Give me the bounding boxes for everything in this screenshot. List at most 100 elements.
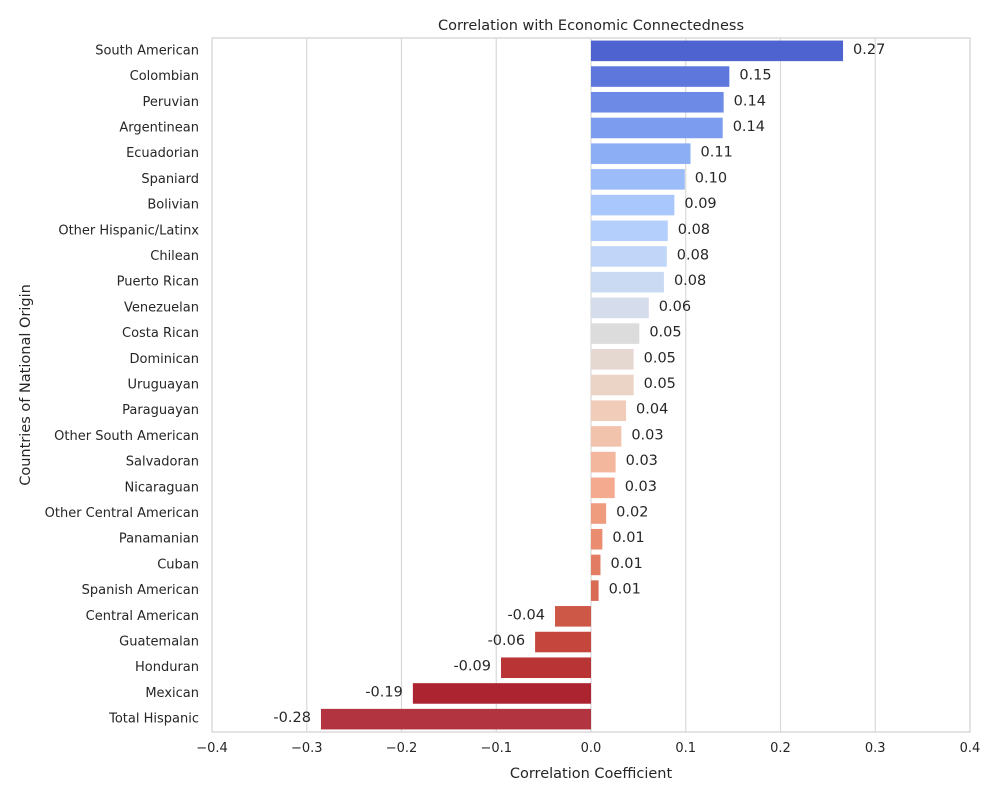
x-axis-title: Correlation Coefficient — [510, 766, 673, 782]
x-tick-label: 0.0 — [581, 741, 602, 756]
bar — [591, 297, 649, 319]
category-label: Other Hispanic/Latinx — [58, 223, 199, 238]
x-tick-label: 0.4 — [960, 741, 981, 756]
value-label: -0.19 — [365, 684, 403, 700]
x-tick-label: −0.1 — [480, 741, 512, 756]
value-label: 0.05 — [644, 376, 676, 392]
bar — [591, 271, 664, 293]
gridlines — [211, 38, 971, 732]
value-label: 0.01 — [609, 582, 641, 598]
category-label: Argentinean — [119, 120, 199, 135]
value-label: 0.15 — [739, 68, 771, 84]
x-tick-label: −0.3 — [291, 741, 323, 756]
y-axis-title: Countries of National Origin — [18, 284, 34, 486]
value-label: 0.27 — [853, 42, 885, 58]
category-label: South American — [95, 43, 199, 58]
bar — [591, 117, 723, 139]
category-label: Total Hispanic — [108, 712, 199, 727]
x-tick-labels: −0.4 −0.3 −0.2 −0.1 0.0 0.1 0.2 0.3 0.4 — [196, 741, 980, 756]
category-label: Chilean — [150, 249, 199, 264]
category-label: Other Central American — [45, 506, 199, 521]
value-label: 0.03 — [625, 479, 657, 495]
category-label: Paraguayan — [122, 403, 199, 418]
bar — [591, 451, 616, 473]
bar — [591, 194, 675, 216]
bars — [320, 40, 844, 730]
bar — [535, 631, 591, 653]
bar — [591, 220, 668, 242]
bar — [591, 40, 844, 62]
category-label: Salvadoran — [126, 455, 199, 470]
value-label: 0.11 — [700, 145, 732, 161]
bar — [554, 606, 591, 627]
value-label: 0.02 — [616, 505, 648, 521]
category-label: Other South American — [54, 429, 199, 444]
bar — [591, 91, 724, 113]
bar — [320, 708, 591, 730]
x-tick-label: 0.2 — [770, 741, 791, 756]
bar — [591, 477, 615, 499]
category-label: Panamanian — [119, 532, 199, 547]
value-label: 0.03 — [626, 453, 658, 469]
value-label: 0.08 — [674, 273, 706, 289]
category-label: Guatemalan — [119, 635, 199, 650]
bar — [591, 580, 599, 601]
value-label: 0.14 — [734, 93, 766, 109]
value-label: 0.09 — [684, 196, 716, 212]
category-label: Mexican — [145, 686, 199, 701]
bar — [591, 426, 622, 447]
category-label: Cuban — [157, 557, 199, 572]
category-label: Honduran — [135, 660, 199, 675]
bar — [412, 683, 591, 704]
value-label: 0.05 — [649, 325, 681, 341]
value-label: 0.14 — [733, 119, 765, 135]
bar — [591, 169, 685, 190]
bar — [591, 246, 667, 267]
bar — [591, 323, 640, 344]
bar — [591, 400, 627, 421]
category-label: Central American — [86, 609, 199, 624]
value-label: 0.05 — [644, 350, 676, 366]
category-label: Peruvian — [143, 95, 199, 110]
category-label: Nicaraguan — [125, 480, 199, 495]
bar — [591, 66, 730, 87]
value-label: 0.03 — [631, 427, 663, 443]
value-label: 0.08 — [678, 222, 710, 238]
value-label: 0.08 — [677, 247, 709, 263]
bar — [591, 374, 634, 396]
value-label: -0.04 — [507, 607, 545, 623]
x-tick-label: 0.1 — [675, 741, 696, 756]
category-label: Ecuadorian — [126, 146, 199, 161]
category-label: Spaniard — [141, 172, 199, 187]
bar — [591, 143, 691, 164]
category-label: Bolivian — [147, 198, 199, 213]
bar — [591, 349, 634, 370]
bar — [591, 528, 603, 550]
value-labels: 0.270.150.140.140.110.100.090.080.080.08… — [273, 42, 885, 726]
bar — [500, 657, 591, 679]
category-labels: South American Colombian Peruvian Argentine… — [45, 43, 200, 726]
x-tick-label: −0.4 — [196, 741, 228, 756]
value-label: 0.01 — [612, 530, 644, 546]
category-label: Venezuelan — [124, 300, 199, 315]
category-label: Uruguayan — [128, 378, 199, 393]
x-tick-label: −0.2 — [386, 741, 418, 756]
chart-title: Correlation with Economic Connectedness — [438, 18, 744, 34]
value-label: 0.06 — [659, 299, 691, 315]
value-label: 0.04 — [636, 402, 668, 418]
value-label: 0.01 — [610, 556, 642, 572]
bar — [591, 554, 601, 576]
category-label: Dominican — [130, 352, 199, 367]
bar — [591, 503, 607, 524]
value-label: -0.06 — [488, 633, 526, 649]
x-tick-label: 0.3 — [865, 741, 886, 756]
category-label: Colombian — [130, 69, 199, 84]
value-label: 0.10 — [695, 170, 727, 186]
category-label: Costa Rican — [122, 326, 199, 341]
value-label: -0.28 — [273, 710, 311, 726]
category-label: Puerto Rican — [117, 275, 199, 290]
category-label: Spanish American — [82, 583, 199, 598]
value-label: -0.09 — [453, 659, 491, 675]
